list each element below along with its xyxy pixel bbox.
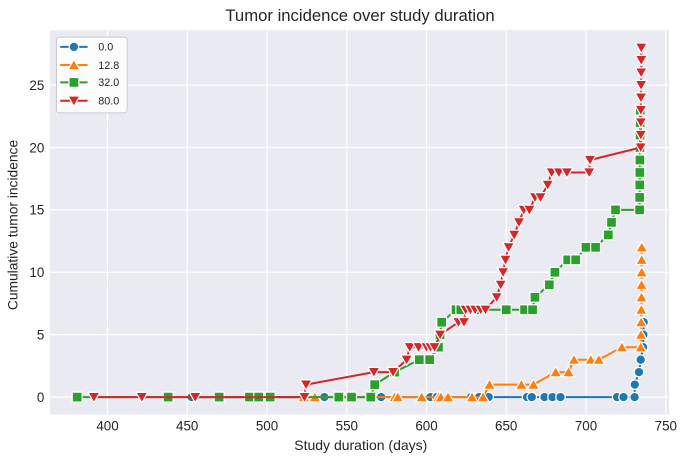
svg-text:12.8: 12.8 [98, 60, 119, 72]
svg-text:450: 450 [176, 419, 198, 434]
svg-text:15: 15 [29, 203, 44, 218]
svg-text:700: 700 [575, 419, 597, 434]
svg-text:Tumor incidence over study dur: Tumor incidence over study duration [225, 6, 494, 25]
svg-text:500: 500 [256, 419, 278, 434]
svg-text:400: 400 [96, 419, 118, 434]
svg-text:0: 0 [37, 390, 44, 405]
svg-text:750: 750 [655, 419, 677, 434]
svg-text:Cumulative tumor incidence: Cumulative tumor incidence [6, 140, 21, 311]
svg-text:0.0: 0.0 [98, 42, 113, 54]
svg-text:650: 650 [495, 419, 517, 434]
svg-text:Study duration (days): Study duration (days) [294, 437, 427, 453]
svg-text:550: 550 [336, 419, 358, 434]
svg-text:32.0: 32.0 [98, 77, 119, 89]
svg-text:10: 10 [29, 265, 44, 280]
svg-text:20: 20 [29, 140, 44, 155]
svg-text:25: 25 [29, 78, 44, 93]
svg-text:5: 5 [37, 328, 44, 343]
svg-text:80.0: 80.0 [98, 96, 119, 108]
svg-text:600: 600 [415, 419, 437, 434]
